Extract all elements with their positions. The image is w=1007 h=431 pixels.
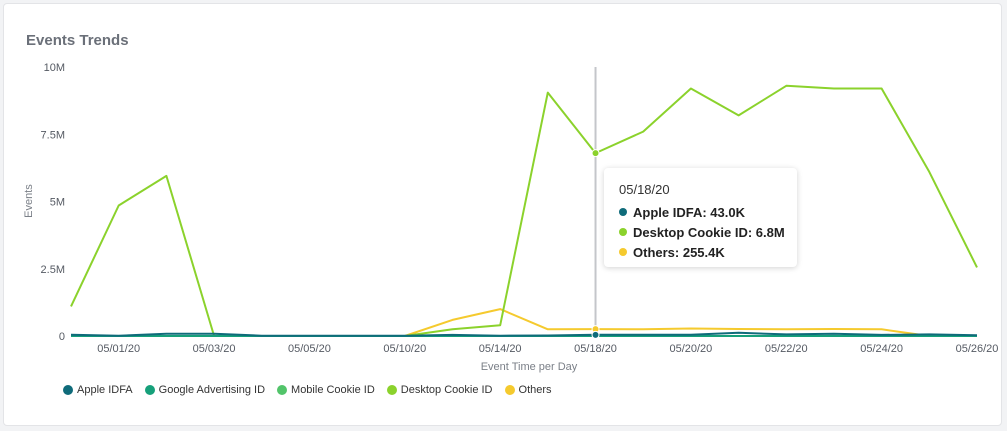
hover-point (591, 330, 600, 339)
y-tick-label: 5M (50, 197, 65, 209)
legend-color-dot (386, 385, 397, 395)
legend-label: Google Advertising ID (158, 384, 266, 396)
legend-item[interactable]: Google Advertising ID (144, 384, 266, 396)
tooltip-color-dot (619, 228, 627, 236)
x-tick-label: 05/01/20 (97, 343, 140, 355)
legend-item[interactable]: Desktop Cookie ID (386, 384, 493, 396)
x-axis-label: Event Time per Day (481, 361, 578, 373)
legend-color-dot (63, 385, 73, 395)
hover-tooltip: 05/18/20 Apple IDFA: 43.0K Desktop Cookie… (604, 168, 797, 267)
y-tick-label: 7.5M (41, 129, 65, 141)
tooltip-row-label: Others: 255.4K (633, 244, 725, 260)
legend-color-dot (277, 385, 288, 395)
tooltip-row: Others: 255.4K (619, 242, 797, 262)
tooltip-row: Apple IDFA: 43.0K (619, 202, 797, 222)
x-tick-label: 05/10/20 (383, 343, 426, 355)
tooltip-color-dot (619, 208, 627, 216)
legend-label: Apple IDFA (77, 384, 133, 396)
legend-item[interactable]: Others (504, 384, 552, 396)
y-axis-label: Events (23, 184, 35, 218)
tooltip-row-label: Desktop Cookie ID: 6.8M (633, 224, 785, 240)
tooltip-color-dot (619, 248, 627, 256)
legend-label: Others (518, 384, 552, 396)
x-tick-label: 05/05/20 (288, 343, 331, 355)
marks-layer (591, 149, 600, 339)
tooltip-row: Desktop Cookie ID: 6.8M (619, 222, 797, 242)
y-tick-label: 10M (44, 62, 65, 74)
x-tick-label: 05/18/20 (574, 343, 617, 355)
series-line[interactable] (70, 84, 978, 337)
x-tick-label: 05/03/20 (193, 343, 236, 355)
hover-point (591, 149, 600, 158)
x-tick-label: 05/24/20 (860, 343, 903, 355)
chart-legend: Apple IDFA Google Advertising ID Mobile Co… (63, 384, 552, 396)
tooltip-row-label: Apple IDFA: 43.0K (633, 204, 745, 220)
series-layer (70, 84, 978, 337)
y-tick-label: 0 (59, 331, 65, 343)
legend-label: Mobile Cookie ID (291, 384, 375, 396)
y-tick-label: 2.5M (41, 264, 65, 276)
chart-title: Events Trends (26, 32, 129, 49)
legend-color-dot (144, 385, 155, 395)
legend-item[interactable]: Apple IDFA (63, 384, 133, 396)
legend-label: Desktop Cookie ID (400, 384, 493, 396)
legend-item[interactable]: Mobile Cookie ID (277, 384, 375, 396)
x-tick-label: 05/14/20 (479, 343, 522, 355)
tooltip-date: 05/18/20 (619, 182, 670, 197)
series-line[interactable] (70, 331, 978, 337)
x-tick-label: 05/26/20 (956, 343, 999, 355)
x-tick-label: 05/20/20 (669, 343, 712, 355)
chart-axes: 0 2.5M 5M 7.5M 10M 05/01/20 05/03/20 05/05/20 05… (23, 62, 998, 373)
legend-color-dot (504, 385, 515, 395)
chart-card: Events Trends (3, 3, 1002, 426)
x-tick-label: 05/22/20 (765, 343, 808, 355)
